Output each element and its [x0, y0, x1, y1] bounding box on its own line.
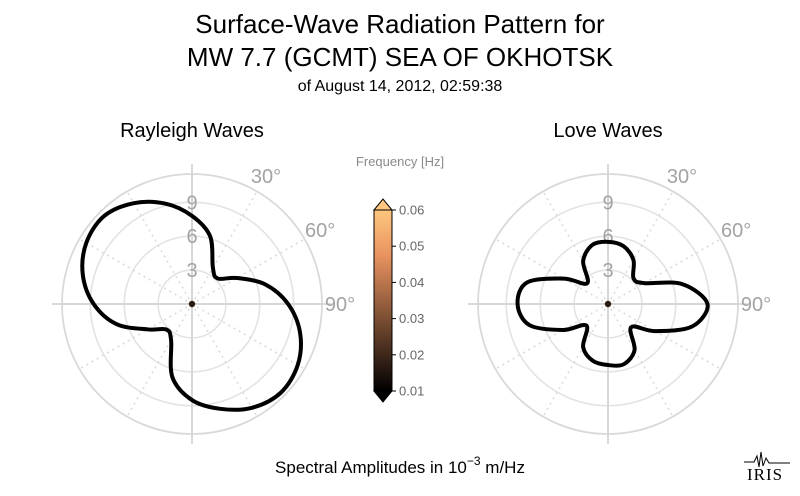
rayleigh-radial-tick-label: 9	[186, 192, 197, 214]
love-angle-tick-label: 60°	[721, 220, 751, 242]
love-spoke	[542, 303, 609, 417]
rayleigh-spoke	[126, 191, 193, 305]
colorbar-label: Frequency [Hz]	[356, 154, 444, 169]
x-axis-label: Spectral Amplitudes in 10−3 m/Hz	[275, 454, 525, 477]
rayleigh-spoke	[191, 303, 258, 417]
rayleigh-center-dot	[188, 300, 196, 308]
colorbar-extend-min	[372, 390, 394, 403]
love-polar-plot: 3 6 9 30° 60° 90°	[468, 164, 771, 444]
love-spoke	[607, 191, 674, 305]
love-spoke	[495, 238, 609, 305]
love-radiation-curve	[515, 239, 710, 368]
rayleigh-spoke	[79, 238, 193, 305]
colorbar-ticks: 0.06 0.05 0.04 0.03 0.02 0.01	[392, 203, 424, 399]
colorbar-tick-label: 0.03	[399, 311, 424, 326]
rayleigh-spoke	[126, 303, 193, 417]
love-panel-title: Love Waves	[553, 120, 662, 142]
xlabel-exponent: −3	[467, 454, 481, 468]
rayleigh-spoke	[191, 303, 305, 370]
love-angle-tick-label: 90°	[741, 294, 771, 316]
colorbar-tick-label: 0.01	[399, 384, 424, 399]
chart-subtitle: of August 14, 2012, 02:59:38	[298, 78, 503, 95]
colorbar-tick-label: 0.02	[399, 347, 424, 362]
love-center-dot	[604, 300, 612, 308]
love-angle-tick-label: 30°	[667, 166, 697, 188]
rayleigh-radial-tick-label: 6	[186, 226, 197, 248]
rayleigh-radial-tick-label: 3	[186, 260, 197, 282]
colorbar-tick-label: 0.06	[399, 203, 424, 218]
love-radial-tick-label: 9	[602, 192, 613, 214]
rayleigh-angle-tick-label: 90°	[325, 294, 355, 316]
iris-logo: IRIS	[744, 451, 790, 484]
love-spoke	[607, 303, 721, 370]
svg-text:Spectral Amplitudes in 10−3 m/: Spectral Amplitudes in 10−3 m/Hz	[275, 454, 525, 477]
colorbar-gradient	[374, 210, 392, 391]
love-spoke	[542, 191, 609, 305]
rayleigh-spoke	[191, 238, 305, 305]
rayleigh-polar-plot: 3 6 9 30° 60° 90°	[52, 164, 355, 444]
chart-title-line1: Surface-Wave Radiation Pattern for	[195, 9, 605, 39]
rayleigh-radiation-curve	[80, 199, 303, 412]
iris-logo-text: IRIS	[747, 465, 783, 484]
rayleigh-angle-tick-label: 30°	[251, 166, 281, 188]
colorbar-outline	[373, 209, 393, 392]
colorbar-tick-label: 0.04	[399, 275, 424, 290]
rayleigh-spoke	[79, 303, 193, 370]
love-radial-tick-label: 6	[602, 226, 613, 248]
colorbar	[372, 198, 394, 403]
rayleigh-spoke	[191, 191, 258, 305]
seismogram-trace-icon	[744, 451, 790, 468]
xlabel-suffix: m/Hz	[481, 458, 525, 477]
love-spoke	[607, 303, 674, 417]
colorbar-extend-max	[372, 198, 394, 211]
rayleigh-angle-tick-label: 60°	[305, 220, 335, 242]
chart-title-line2: MW 7.7 (GCMT) SEA OF OKHOTSK	[187, 42, 614, 72]
colorbar-tick-label: 0.05	[399, 239, 424, 254]
love-spoke	[607, 238, 721, 305]
love-radial-tick-label: 3	[602, 260, 613, 282]
xlabel-prefix: Spectral Amplitudes in	[275, 458, 448, 477]
rayleigh-panel-title: Rayleigh Waves	[120, 120, 264, 142]
xlabel-base: 10	[448, 458, 467, 477]
love-spoke	[495, 303, 609, 370]
